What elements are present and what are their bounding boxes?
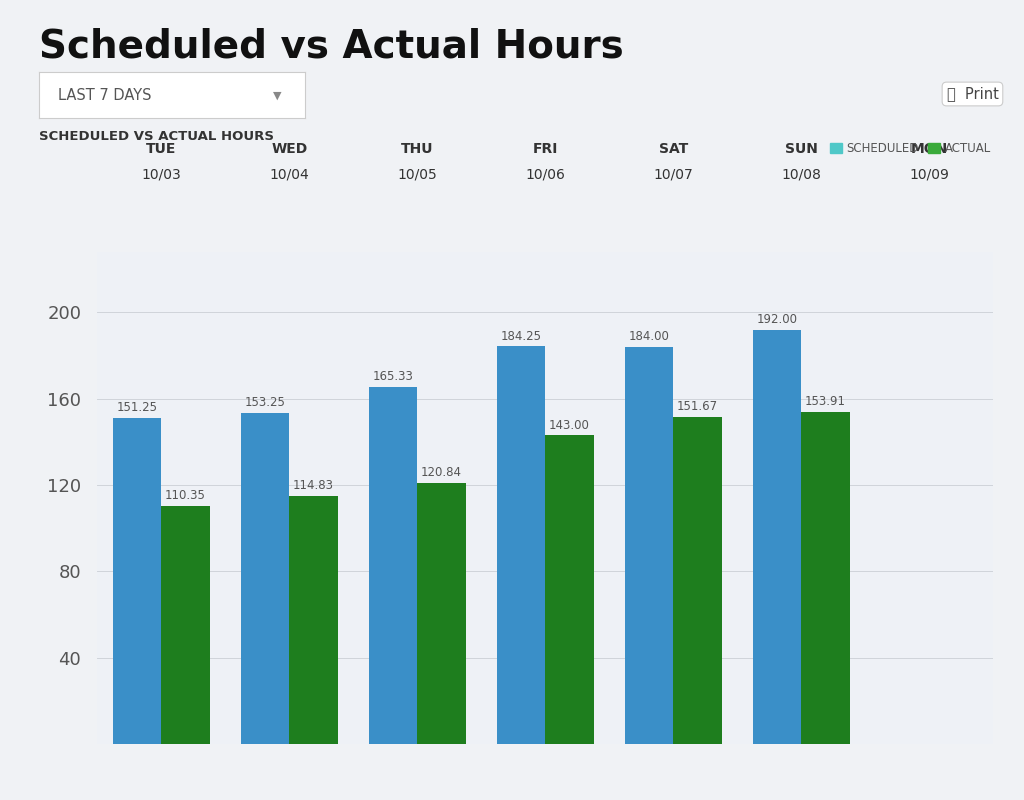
Text: 153.91: 153.91 — [805, 395, 846, 408]
Text: 120.84: 120.84 — [421, 466, 462, 479]
Text: MON: MON — [910, 142, 948, 156]
Text: 184.00: 184.00 — [629, 330, 670, 343]
Text: 151.25: 151.25 — [117, 401, 158, 414]
Text: ▼: ▼ — [273, 90, 282, 100]
Bar — [162, 506, 210, 744]
Text: LAST 7 DAYS: LAST 7 DAYS — [57, 88, 152, 102]
Text: 10/04: 10/04 — [269, 168, 309, 182]
Bar — [113, 418, 162, 744]
Text: 10/03: 10/03 — [141, 168, 181, 182]
Text: 110.35: 110.35 — [165, 489, 206, 502]
Text: 10/09: 10/09 — [909, 168, 949, 182]
Text: SUN: SUN — [784, 142, 818, 156]
Bar — [545, 435, 594, 744]
Text: THU: THU — [401, 142, 433, 156]
Bar — [674, 417, 722, 744]
Text: Scheduled vs Actual Hours: Scheduled vs Actual Hours — [39, 28, 624, 66]
Bar — [497, 346, 545, 744]
Bar — [289, 496, 338, 744]
Text: 165.33: 165.33 — [373, 370, 414, 383]
Text: ⎙  Print: ⎙ Print — [946, 86, 998, 102]
Text: 10/05: 10/05 — [397, 168, 437, 182]
Text: 10/06: 10/06 — [525, 168, 565, 182]
Text: SAT: SAT — [658, 142, 688, 156]
Text: WED: WED — [271, 142, 307, 156]
Text: FRI: FRI — [532, 142, 558, 156]
Bar — [369, 387, 418, 744]
Bar — [625, 347, 674, 744]
Text: 184.25: 184.25 — [501, 330, 542, 342]
Text: 192.00: 192.00 — [757, 313, 798, 326]
Text: SCHEDULED VS ACTUAL HOURS: SCHEDULED VS ACTUAL HOURS — [39, 130, 273, 142]
Text: TUE: TUE — [146, 142, 176, 156]
Bar — [801, 412, 850, 744]
Text: 10/07: 10/07 — [653, 168, 693, 182]
Bar — [241, 414, 289, 744]
Legend: SCHEDULED, ACTUAL: SCHEDULED, ACTUAL — [825, 137, 995, 159]
Bar — [753, 330, 801, 744]
Text: 153.25: 153.25 — [245, 397, 286, 410]
Text: 151.67: 151.67 — [677, 400, 718, 413]
Bar — [418, 483, 466, 744]
Text: 143.00: 143.00 — [549, 418, 590, 431]
Text: 114.83: 114.83 — [293, 479, 334, 492]
Text: 10/08: 10/08 — [781, 168, 821, 182]
